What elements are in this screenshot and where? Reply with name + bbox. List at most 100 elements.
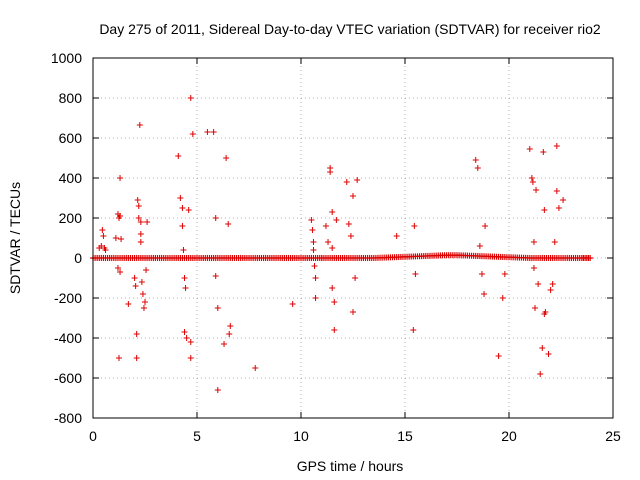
outlier-point — [98, 243, 105, 249]
outlier-point — [343, 179, 350, 185]
outlier-point — [212, 273, 219, 279]
outlier-point — [117, 213, 124, 219]
x-tick-label: 15 — [397, 428, 413, 444]
outlier-point — [526, 146, 533, 152]
outlier-point — [137, 239, 144, 245]
outlier-point — [214, 387, 221, 393]
outlier-point — [225, 221, 232, 227]
outlier-point — [144, 219, 151, 225]
outlier-point — [137, 219, 144, 225]
outlier-point — [532, 305, 538, 311]
outlier-point — [540, 149, 547, 155]
outlier-point — [472, 157, 479, 163]
outlier-point — [183, 335, 190, 341]
y-tick-label: -200 — [54, 290, 82, 306]
outlier-point — [117, 269, 124, 275]
outlier-point — [553, 188, 560, 194]
outlier-point — [331, 299, 338, 305]
outlier-point — [482, 223, 489, 229]
outlier-point — [347, 233, 354, 239]
outlier-point — [142, 299, 148, 305]
x-tick-label: 5 — [193, 428, 201, 444]
outlier-point — [223, 155, 230, 161]
outlier-point — [560, 197, 567, 203]
chart-title: Day 275 of 2011, Sidereal Day-to-day VTE… — [99, 21, 601, 37]
outlier-point — [533, 187, 540, 193]
outlier-point — [329, 245, 336, 251]
outlier-point — [310, 247, 317, 253]
y-axis-title: SDTVAR / TECUs — [7, 182, 23, 294]
outlier-point — [499, 295, 506, 301]
outlier-point — [555, 205, 562, 211]
y-tick-label: -800 — [54, 410, 82, 426]
outlier-point — [179, 205, 186, 211]
y-tick-label: 800 — [59, 90, 83, 106]
outlier-point — [393, 233, 400, 239]
outlier-point — [310, 239, 317, 245]
outlier-point — [318, 255, 325, 261]
outlier-point — [180, 247, 187, 253]
y-tick-label: -600 — [54, 370, 82, 386]
x-axis-title: GPS time / hours — [297, 458, 404, 474]
outlier-point — [116, 355, 122, 361]
outlier-point — [132, 283, 139, 289]
outlier-point — [117, 175, 124, 181]
outlier-point — [410, 327, 417, 333]
outlier-point — [181, 329, 188, 335]
outlier-point — [118, 236, 125, 242]
outlier-point — [549, 281, 556, 287]
baseline-point — [587, 255, 594, 261]
y-tick-label: 0 — [74, 250, 82, 266]
outlier-point — [289, 301, 296, 307]
outlier-point — [138, 279, 145, 285]
outlier-point — [350, 309, 356, 315]
outlier-point — [553, 143, 560, 149]
outlier-point — [212, 215, 219, 221]
axis-ticks: 0 5 10 15 20 25 -800 -600 -400 -200 0 200 400 600 800 1… — [51, 50, 621, 444]
outlier-point — [547, 287, 554, 293]
outlier-point — [187, 339, 194, 345]
x-tick-label: 25 — [605, 428, 621, 444]
outlier-point — [181, 275, 188, 281]
outlier-point — [125, 301, 132, 307]
outlier-point — [139, 291, 146, 297]
outlier-point — [354, 177, 361, 183]
outlier-point — [182, 285, 189, 291]
outlier-point — [312, 295, 319, 301]
outlier-point — [541, 207, 548, 213]
y-tick-label: 200 — [59, 210, 83, 226]
outlier-point — [481, 291, 488, 297]
outlier-point — [210, 129, 217, 135]
outlier-point — [474, 165, 481, 171]
outlier-point — [175, 153, 182, 159]
outlier-point — [350, 193, 356, 199]
outlier-point — [345, 221, 352, 227]
x-tick-label: 20 — [501, 428, 517, 444]
outlier-point — [187, 355, 194, 361]
outlier-point — [214, 305, 221, 311]
y-tick-label: -400 — [54, 330, 82, 346]
outlier-point — [102, 247, 109, 253]
y-tick-label: 1000 — [51, 50, 82, 66]
outlier-point — [325, 239, 332, 245]
outlier-point — [478, 271, 485, 277]
y-tick-label: 600 — [59, 130, 83, 146]
outlier-point — [221, 341, 228, 347]
outlier-point — [177, 195, 184, 201]
outlier-point — [352, 275, 359, 281]
outlier-point — [327, 169, 334, 175]
outlier-point — [179, 223, 186, 229]
outlier-point — [545, 351, 552, 357]
outlier-point — [100, 233, 107, 239]
outlier-point — [529, 179, 536, 185]
outlier-point — [135, 215, 142, 221]
outlier-point — [528, 175, 535, 181]
outlier-point — [542, 309, 549, 315]
outlier-point — [535, 281, 542, 287]
outlier-point — [135, 203, 142, 209]
outlier-point — [331, 327, 338, 333]
data-points — [90, 95, 594, 393]
outlier-point — [143, 267, 150, 273]
outlier-point — [189, 131, 196, 137]
x-tick-label: 0 — [89, 428, 97, 444]
